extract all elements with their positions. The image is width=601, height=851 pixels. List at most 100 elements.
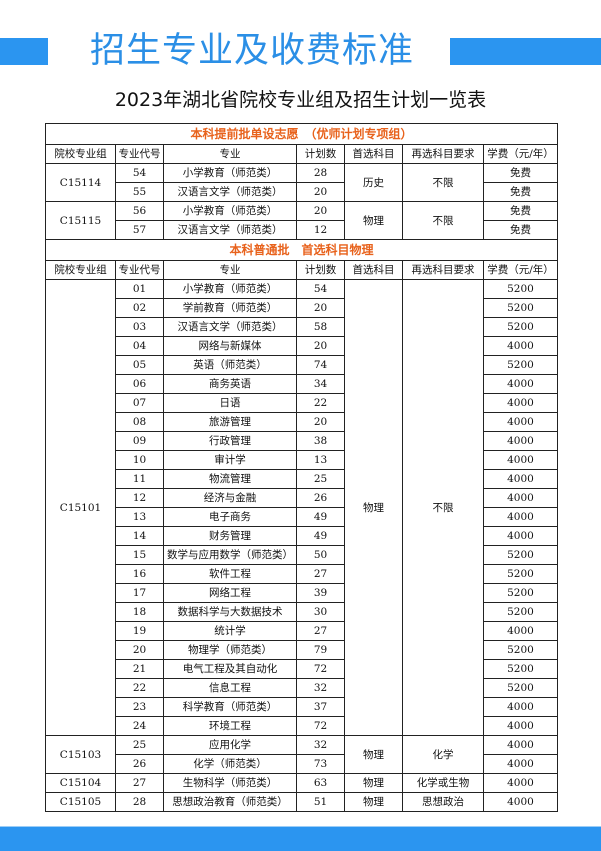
section-title-row: 本科普通批 首选科目物理 [45,239,558,261]
major-code: 11 [115,469,164,489]
plan-count: 73 [296,754,345,774]
group-code: C15104 [45,773,116,793]
plan-count: 51 [296,792,345,812]
table-row: 09 行政管理 38 4000 [46,431,558,451]
table-row: 24 环境工程 72 4000 [46,716,558,736]
plan-count: 20 [296,201,345,221]
tuition-fee: 5200 [483,355,558,375]
header-row: 院校专业组 专业代号 专业 计划数 首选科目 再选科目要求 学费（元/年） [45,260,558,280]
section-title: 本科提前批单设志愿 （优师计划专项组） [45,123,558,145]
second-subject: 化学 [402,735,484,774]
major-code: 15 [115,545,164,565]
first-subject: 历史 [344,163,403,202]
major-name: 汉语言文学（师范类） [163,220,297,240]
major-name: 科学教育（师范类） [163,697,297,717]
section-title: 本科普通批 首选科目物理 [45,239,558,261]
major-code: 14 [115,526,164,546]
major-name: 日语 [163,393,297,413]
major-code: 03 [115,317,164,337]
column-header: 再选科目要求 [402,260,484,280]
tuition-fee: 4000 [483,507,558,527]
tuition-fee: 免费 [483,201,558,221]
table-row: C15101 01 小学教育（师范类） 54 物理 不限 5200 [45,279,558,736]
group-code: C15114 [45,163,116,202]
column-header: 学费（元/年） [483,260,558,280]
tuition-fee: 5200 [483,659,558,679]
major-code: 21 [115,659,164,679]
major-code: 54 [115,163,164,183]
tuition-fee: 5200 [483,298,558,318]
plan-count: 54 [296,279,345,299]
major-name: 审计学 [163,450,297,470]
second-subject: 思想政治 [402,792,484,812]
second-subject: 不限 [402,201,484,240]
major-code: 20 [115,640,164,660]
major-name: 信息工程 [163,678,297,698]
plan-count: 39 [296,583,345,603]
tuition-fee: 5200 [483,545,558,565]
major-code: 24 [115,716,164,736]
tuition-fee: 4000 [483,336,558,356]
plan-count: 32 [296,678,345,698]
table-row: 18 数据科学与大数据技术 30 5200 [46,602,558,622]
major-code: 12 [115,488,164,508]
tuition-fee: 4000 [483,697,558,717]
tuition-fee: 4000 [483,526,558,546]
major-name: 数据科学与大数据技术 [163,602,297,622]
major-name: 学前教育（师范类） [163,298,297,318]
plan-count: 13 [296,450,345,470]
decorative-bar-bottom [0,826,601,851]
major-code: 06 [115,374,164,394]
major-name: 电子商务 [163,507,297,527]
second-subject: 化学或生物 [402,773,484,793]
group-code: C15101 [45,279,116,736]
column-header: 再选科目要求 [402,144,484,164]
page-title: 招生专业及收费标准 [89,31,414,71]
plan-count: 25 [296,469,345,489]
major-code: 01 [115,279,164,299]
plan-count: 72 [296,716,345,736]
major-code: 02 [115,298,164,318]
plan-count: 79 [296,640,345,660]
major-name: 汉语言文学（师范类） [163,317,297,337]
header-row: 院校专业组 专业代号 专业 计划数 首选科目 再选科目要求 学费（元/年） [45,144,558,164]
table-row: 21 电气工程及其自动化 72 5200 [46,659,558,679]
major-name: 小学教育（师范类） [163,163,297,183]
tuition-fee: 4000 [483,469,558,489]
tuition-fee: 4000 [483,716,558,736]
column-header: 首选科目 [344,260,403,280]
tuition-fee: 5200 [483,564,558,584]
plan-count: 74 [296,355,345,375]
column-header: 计划数 [296,144,345,164]
major-code: 13 [115,507,164,527]
plan-count: 49 [296,526,345,546]
table-row: C15105 28 思想政治教育（师范类） 51 物理 思想政治 4000 [45,792,558,812]
table-row: 11 物流管理 25 4000 [46,469,558,489]
major-code: 04 [115,336,164,356]
major-name: 行政管理 [163,431,297,451]
major-name: 电气工程及其自动化 [163,659,297,679]
table-row: 13 电子商务 49 4000 [46,507,558,527]
major-name: 生物科学（师范类） [163,773,297,793]
first-subject: 物理 [344,279,403,736]
major-code: 07 [115,393,164,413]
table-row: 02 学前教育（师范类） 20 5200 [46,298,558,318]
plan-count: 72 [296,659,345,679]
major-code: 28 [115,792,164,812]
major-name: 统计学 [163,621,297,641]
tuition-fee: 5200 [483,602,558,622]
major-name: 商务英语 [163,374,297,394]
tuition-fee: 4000 [483,792,558,812]
decorative-bar-left [0,38,48,65]
column-header: 专业 [163,144,297,164]
major-name: 英语（师范类） [163,355,297,375]
major-code: 23 [115,697,164,717]
major-name: 应用化学 [163,735,297,755]
table-row: C15114 54 小学教育（师范类） 28 历史 不限 免费 [45,163,558,202]
major-name: 思想政治教育（师范类） [163,792,297,812]
major-code: 26 [115,754,164,774]
group-code: C15105 [45,792,116,812]
tuition-fee: 5200 [483,640,558,660]
plan-count: 26 [296,488,345,508]
table-row: 14 财务管理 49 4000 [46,526,558,546]
